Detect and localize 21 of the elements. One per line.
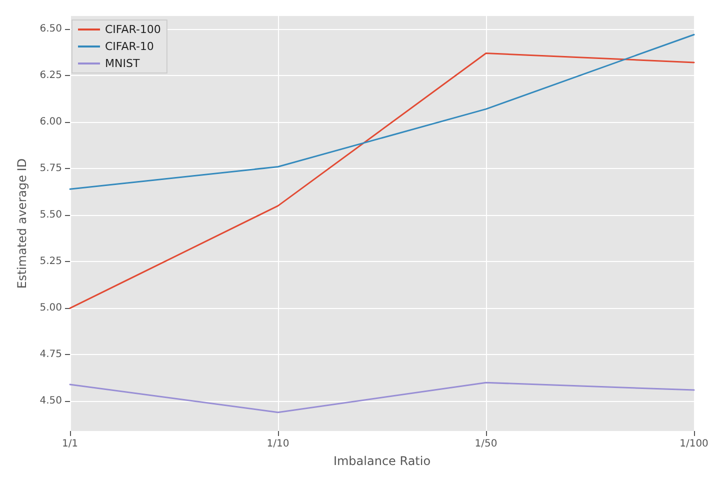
x-tick-label: 1/10 (266, 438, 290, 450)
x-axis-title: Imbalance Ratio (333, 454, 431, 468)
y-tick-label: 4.75 (40, 349, 62, 360)
y-tick-label: 5.00 (40, 302, 62, 314)
y-tick-label: 4.50 (40, 396, 62, 407)
x-tick-label: 1/100 (680, 438, 708, 450)
line-series (69, 52, 695, 309)
y-tick-label: 6.25 (40, 70, 62, 82)
legend-label: CIFAR-100 (105, 23, 161, 36)
line-series (69, 34, 695, 190)
y-tick-label: 6.50 (40, 24, 62, 35)
y-tick-label: 5.25 (40, 256, 62, 268)
line-series (69, 382, 695, 414)
y-tick-label: 5.50 (40, 210, 62, 221)
legend-label: MNIST (105, 57, 140, 70)
x-tick-label: 1/50 (474, 438, 498, 450)
y-tick-label: 6.00 (40, 116, 62, 128)
legend-label: CIFAR-10 (105, 40, 154, 53)
y-axis-title: Estimated average ID (15, 158, 29, 289)
y-tick-label: 5.75 (40, 163, 62, 174)
x-tick-label: 1/1 (62, 438, 78, 450)
